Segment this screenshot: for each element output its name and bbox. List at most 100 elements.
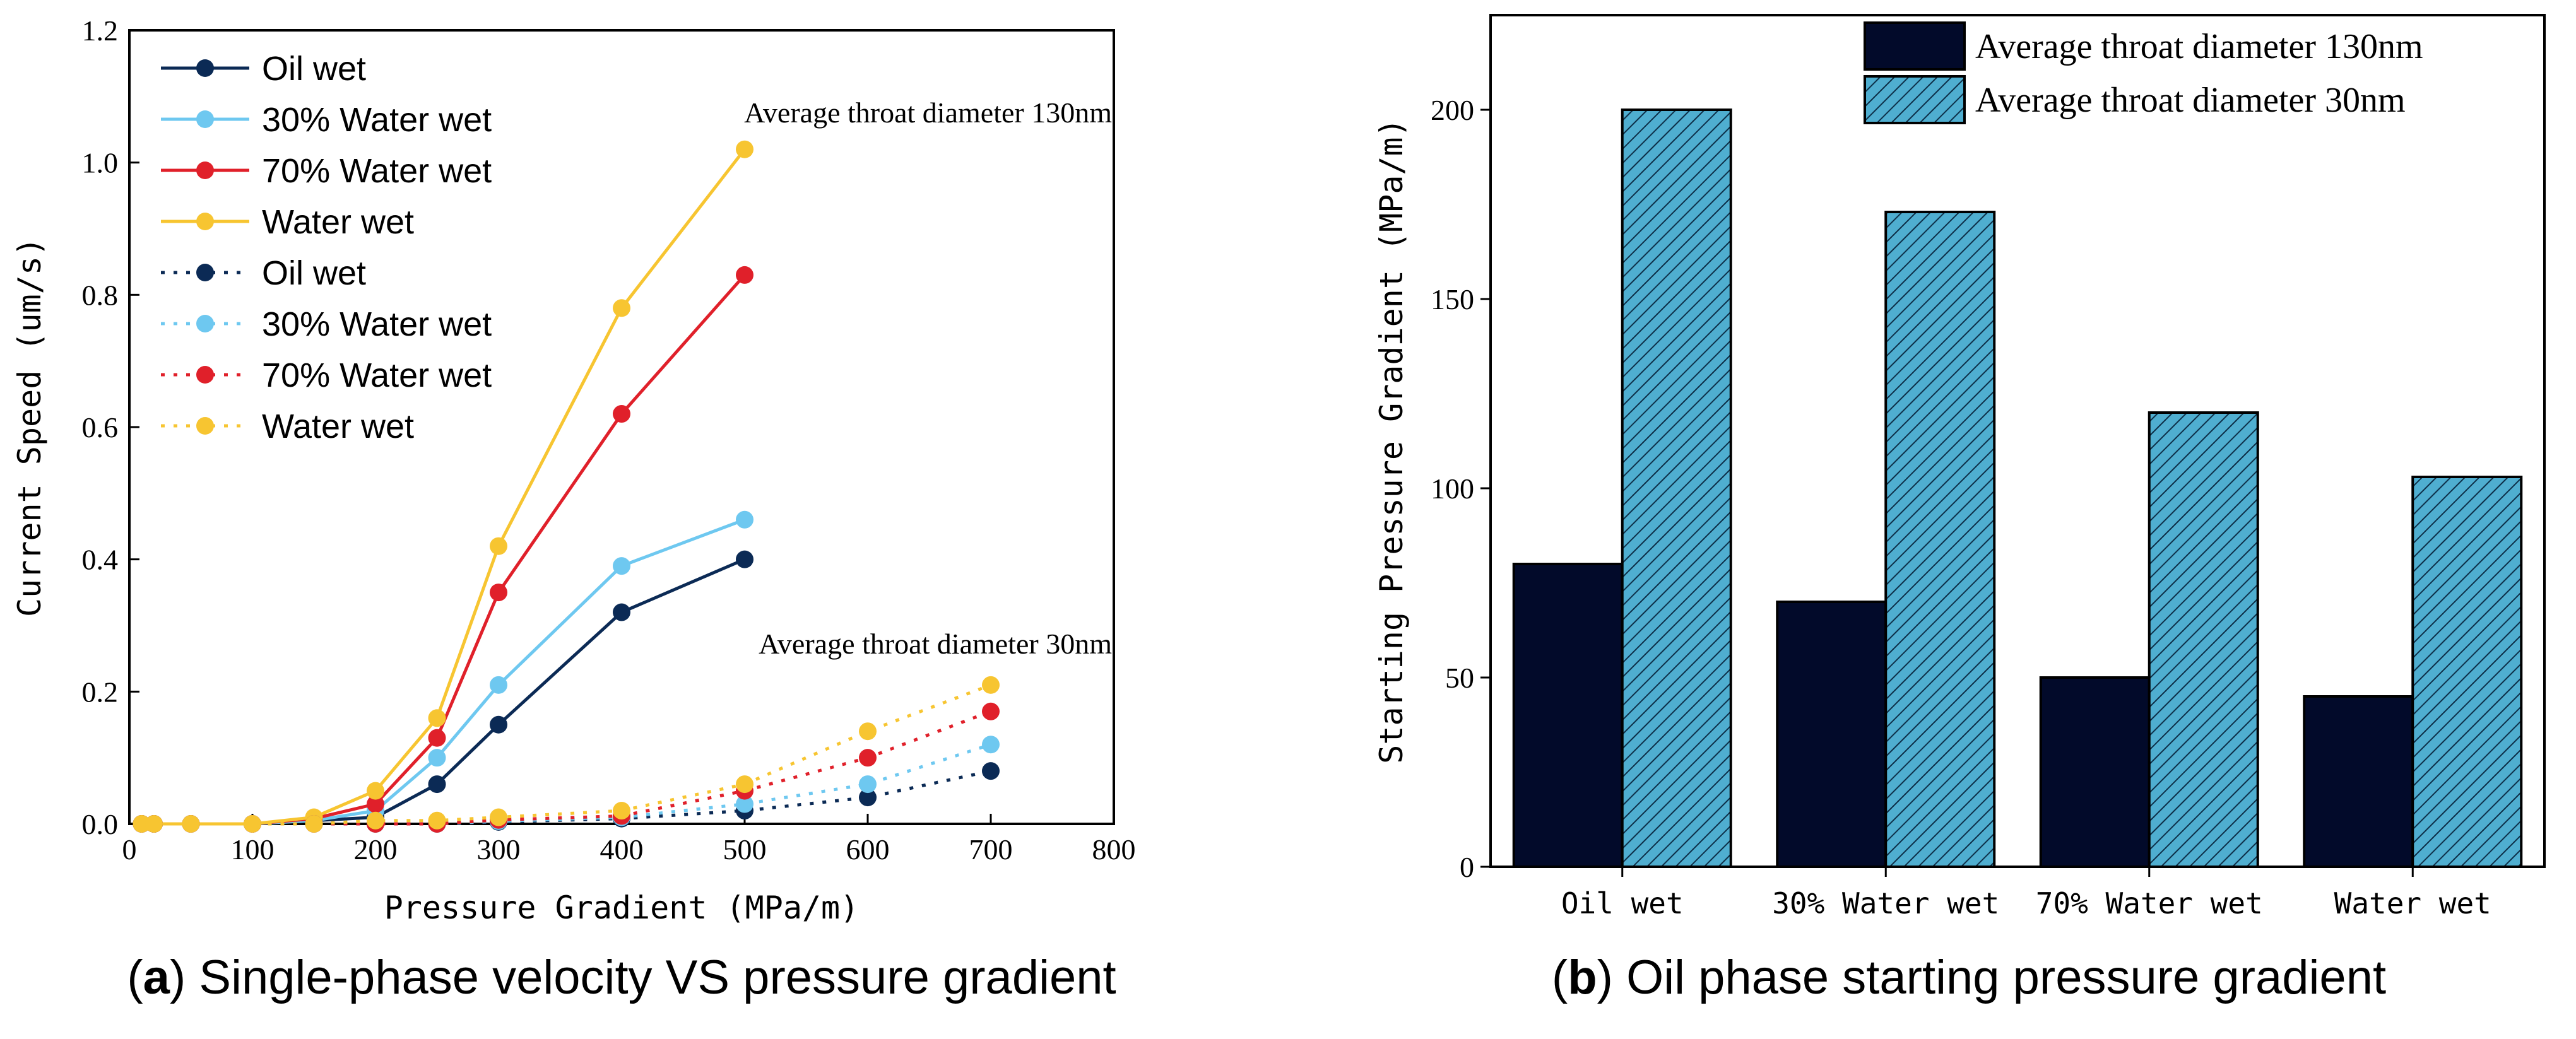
data-point <box>490 808 507 826</box>
plot-b-frame <box>1489 14 2546 868</box>
data-point <box>428 775 446 794</box>
legend-marker <box>196 366 214 384</box>
data-point <box>982 762 1000 780</box>
data-point <box>859 775 877 794</box>
category-label: Water wet <box>2334 886 2491 920</box>
x-tick-label: 200 <box>354 833 398 866</box>
category-label: 70% Water wet <box>2036 886 2263 920</box>
series-line-3 <box>141 148 746 826</box>
data-point <box>490 537 507 555</box>
data-point <box>428 709 446 727</box>
y-tick-label: 50 <box>1445 662 1474 694</box>
data-point <box>244 815 261 833</box>
panel-b-bar-chart: 0 50 100 150 200 Oil wet 30% Water wet 70% Wate… <box>1373 14 2546 1004</box>
data-point <box>736 510 753 529</box>
data-point <box>736 140 753 158</box>
y-tick-label: 200 <box>1431 94 1474 126</box>
legend-marker <box>196 213 214 230</box>
data-point <box>133 815 151 833</box>
plot-b-legend: Average throat diameter 130nm Average thr… <box>1864 21 2423 124</box>
data-point <box>736 775 753 794</box>
data-point <box>367 795 384 813</box>
legend-label: Average throat diameter 130nm <box>1975 27 2423 66</box>
data-point <box>490 676 507 694</box>
plot-a-xlabel: Pressure Gradient (MPa/m) <box>384 889 860 926</box>
data-point <box>736 266 753 284</box>
legend-label: Oil wet <box>262 50 366 88</box>
x-tick-label: 500 <box>723 833 767 866</box>
legend-label: Oil wet <box>262 254 366 292</box>
y-tick-label: 0.4 <box>82 544 119 576</box>
legend-marker <box>196 264 214 281</box>
data-point <box>428 729 446 747</box>
legend-marker <box>196 110 214 128</box>
y-tick-label: 1.2 <box>82 15 119 47</box>
data-point <box>613 299 630 317</box>
bar-30nm <box>2148 411 2259 868</box>
legend-marker <box>196 417 214 435</box>
legend-marker <box>196 161 214 179</box>
legend-swatch <box>1864 21 1966 71</box>
x-tick-label: 800 <box>1092 833 1136 866</box>
legend-label: Average throat diameter 30nm <box>1975 81 2406 120</box>
legend-label: 30% Water wet <box>262 305 492 343</box>
plot-a-ticks: 0 100 200 300 400 500 600 700 800 0.0 0.2 0.4 0.6 0.8… <box>82 15 1136 866</box>
data-point <box>736 550 753 568</box>
x-tick-label: 300 <box>477 833 521 866</box>
bar-130nm <box>1776 601 1888 868</box>
category-label: Oil wet <box>1561 886 1684 920</box>
legend-label: 70% Water wet <box>262 152 492 190</box>
y-tick-label: 0.8 <box>82 279 119 311</box>
data-point <box>490 715 507 734</box>
plot-b-ylabel: Starting Pressure Gradient (MPa/m) <box>1373 118 1410 764</box>
caption-a-text: Single-phase velocity VS pressure gradie… <box>186 951 1116 1004</box>
legend-marker <box>196 315 214 332</box>
caption-a-letter: a <box>143 951 170 1004</box>
x-tick-label: 0 <box>122 833 137 866</box>
plot-a-legend: Oil wet 30% Water wet 70% Water wet Water w… <box>161 50 492 445</box>
bar-30nm <box>2411 476 2523 868</box>
data-point <box>182 815 200 833</box>
data-point <box>490 584 507 602</box>
data-point <box>982 676 1000 694</box>
panel-a-line-chart: 0 100 200 300 400 500 600 700 800 0.0 0.2 0.4 0.6 0.8… <box>11 15 1136 1004</box>
data-point <box>613 603 630 621</box>
legend-label: 30% Water wet <box>262 101 492 139</box>
x-tick-label: 100 <box>231 833 275 866</box>
bar-130nm <box>2039 676 2151 868</box>
data-point <box>613 557 630 575</box>
y-tick-label: 0.6 <box>82 411 119 443</box>
annotation-30nm: Average throat diameter 30nm <box>759 628 1112 660</box>
data-point <box>859 749 877 767</box>
x-tick-label: 600 <box>846 833 890 866</box>
data-point <box>736 795 753 813</box>
caption-a: (a) Single-phase velocity VS pressure gr… <box>127 951 1116 1004</box>
data-point <box>859 722 877 741</box>
data-point <box>428 811 446 830</box>
data-point <box>613 405 630 423</box>
caption-b: (b) Oil phase starting pressure gradient <box>1552 951 2386 1004</box>
y-tick-label: 1.0 <box>82 147 119 179</box>
category-label: 30% Water wet <box>1772 886 1999 920</box>
legend-label: Water wet <box>262 408 414 445</box>
data-point <box>367 811 384 830</box>
legend-label: Water wet <box>262 203 414 241</box>
y-tick-label: 150 <box>1431 283 1474 315</box>
y-tick-label: 0 <box>1460 851 1474 883</box>
bar-30nm <box>1621 109 1732 868</box>
x-tick-label: 400 <box>600 833 644 866</box>
legend-label: 70% Water wet <box>262 356 492 394</box>
bar-30nm <box>1884 211 1996 868</box>
plot-a-series <box>133 140 1000 833</box>
data-point <box>305 815 323 833</box>
data-point <box>859 789 877 807</box>
data-point <box>982 702 1000 720</box>
plot-b-ticks: 0 50 100 150 200 Oil wet 30% Water wet 70% Wate… <box>1431 94 2491 920</box>
legend-swatch <box>1864 75 1966 124</box>
y-tick-label: 0.0 <box>82 808 119 840</box>
data-point <box>145 815 163 833</box>
legend-marker <box>196 59 214 77</box>
plot-b-bars <box>1512 109 2523 868</box>
data-point <box>428 749 446 767</box>
